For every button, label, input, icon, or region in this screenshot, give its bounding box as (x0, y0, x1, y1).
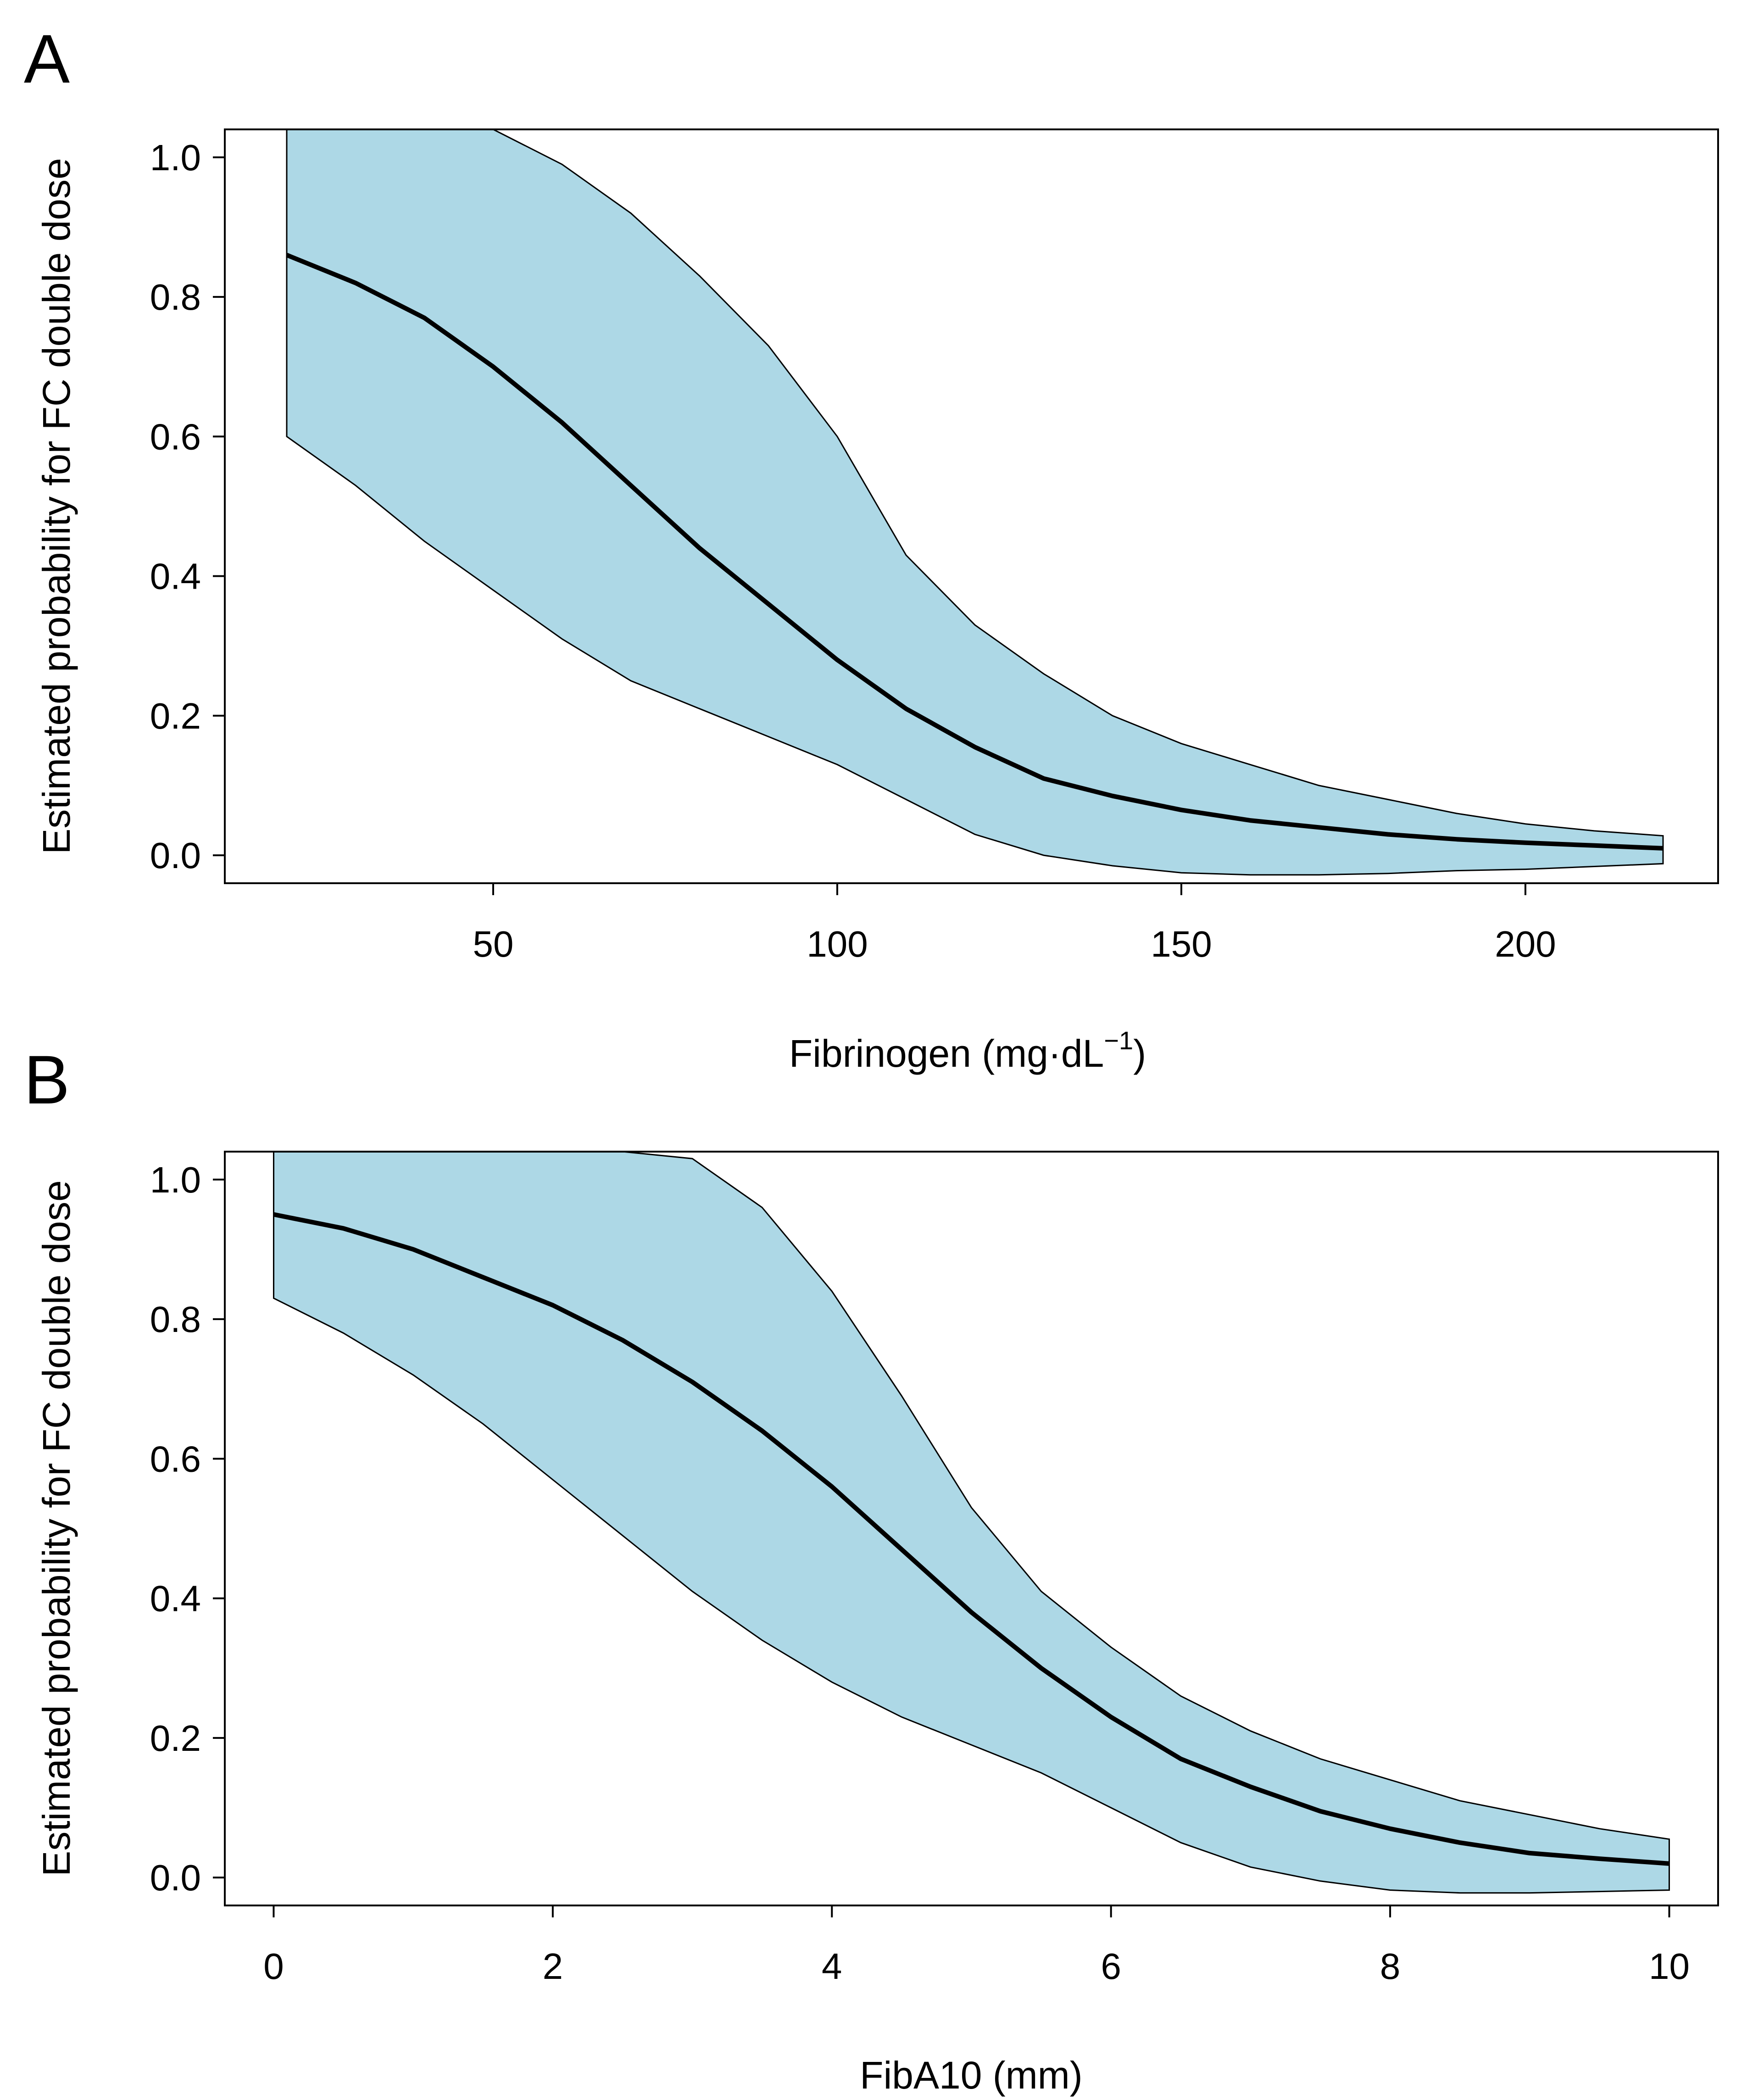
panel-a-y-axis-title: Estimated probability for FC double dose (35, 158, 78, 854)
panel-b-x-tick-label: 10 (1649, 1946, 1690, 1987)
panel-b-y-tick-label: 0.6 (150, 1438, 201, 1479)
panel-b-x-tick-label: 6 (1101, 1946, 1121, 1987)
panel-b-plot-frame (224, 1151, 1719, 1906)
panel-a: A 0.0 0.2 0.4 0.6 0.8 1.0 50 100 150 200 Fibrino… (24, 20, 1719, 1075)
panel-a-x-axis-title-main: Fibrinogen (mg·dL (789, 1032, 1104, 1075)
panel-a-x-tick-label: 200 (1495, 924, 1556, 964)
panel-a-x-tick-label: 100 (807, 924, 868, 964)
panel-b-x-tick-label: 0 (263, 1946, 284, 1987)
panel-b-y-tick-label: 1.0 (150, 1159, 201, 1200)
panel-a-x-axis-title-close: ) (1133, 1032, 1146, 1075)
panel-b-y-axis: 0.0 0.2 0.4 0.6 0.8 1.0 (150, 1159, 225, 1898)
panel-b-y-axis-title: Estimated probability for FC double dose (35, 1180, 78, 1876)
panel-b: B 0.0 0.2 0.4 0.6 0.8 1.0 0 2 4 6 8 10 FibA10 (mm)… (24, 1041, 1719, 2097)
panel-a-y-tick-label: 0.4 (150, 556, 201, 597)
panel-b-x-tick-label: 8 (1380, 1946, 1401, 1987)
panel-b-x-axis: 0 2 4 6 8 10 (263, 1905, 1690, 1987)
panel-a-plot-frame (224, 128, 1719, 884)
panel-a-confidence-band (286, 129, 1664, 876)
panel-a-x-axis: 50 100 150 200 (473, 883, 1556, 964)
panel-b-x-tick-label: 4 (822, 1946, 842, 1987)
panel-a-y-tick-label: 0.0 (150, 835, 201, 876)
panel-a-x-axis-title: Fibrinogen (mg·dL−1) (789, 1026, 1146, 1075)
panel-a-probability-line (286, 253, 1664, 851)
panel-b-probability-line (273, 1212, 1669, 1866)
panel-b-x-tick-label: 2 (543, 1946, 563, 1987)
panel-a-y-tick-label: 1.0 (150, 137, 201, 178)
panel-a-x-tick-label: 150 (1151, 924, 1212, 964)
panel-b-y-tick-label: 0.0 (150, 1857, 201, 1898)
panel-b-confidence-band (273, 1152, 1670, 1894)
panel-a-y-tick-label: 0.8 (150, 277, 201, 318)
panel-b-y-tick-label: 0.8 (150, 1299, 201, 1340)
panel-a-y-axis: 0.0 0.2 0.4 0.6 0.8 1.0 (150, 137, 225, 876)
panel-a-y-tick-label: 0.2 (150, 696, 201, 736)
panel-b-y-tick-label: 0.2 (150, 1718, 201, 1759)
panel-a-x-tick-label: 50 (473, 924, 514, 964)
panel-a-y-tick-label: 0.6 (150, 416, 201, 457)
panel-b-letter: B (24, 1041, 70, 1118)
panel-a-x-axis-title-exponent: −1 (1104, 1026, 1133, 1055)
panel-a-letter: A (24, 20, 70, 97)
panel-b-y-tick-label: 0.4 (150, 1578, 201, 1619)
panel-b-x-axis-title: FibA10 (mm) (860, 2054, 1082, 2097)
